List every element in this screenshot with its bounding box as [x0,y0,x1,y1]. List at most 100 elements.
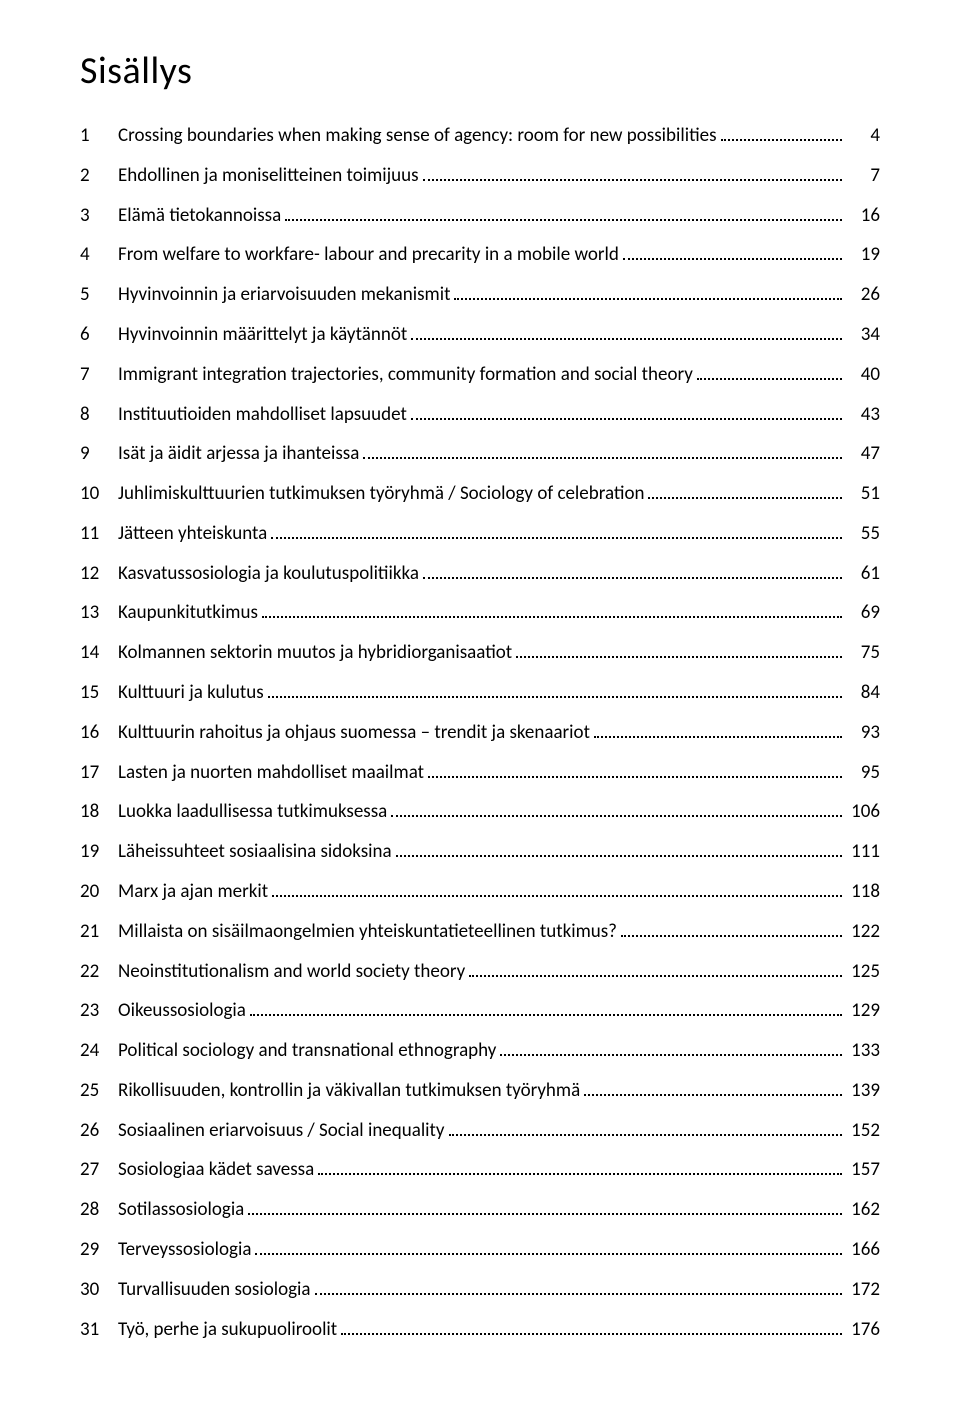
toc-entry[interactable]: 25Rikollisuuden, kontrollin ja väkivalla… [80,1077,880,1104]
toc-leader-dots [621,918,842,937]
toc-leader-dots [454,281,842,300]
toc-entry-number: 7 [80,363,118,388]
toc-entry[interactable]: 1Crossing boundaries when making sense o… [80,122,880,149]
toc-entry-number: 26 [80,1119,118,1144]
toc-leader-dots [500,1037,842,1056]
toc-entry-page: 84 [846,681,880,706]
toc-entry[interactable]: 8Instituutioiden mahdolliset lapsuudet43 [80,400,880,427]
toc-entry-number: 15 [80,681,118,706]
toc-entry-page: 166 [846,1238,880,1263]
toc-entry-number: 16 [80,721,118,746]
toc-entry[interactable]: 18Luokka laadullisessa tutkimuksessa106 [80,798,880,825]
toc-entry-label: Kaupunkitutkimus [118,601,258,626]
toc-entry[interactable]: 28Sotilassosiologia 162 [80,1196,880,1223]
toc-entry-page: 111 [846,840,880,865]
toc-entry-label: Sosiologiaa kädet savessa [118,1158,314,1183]
toc-entry[interactable]: 31Työ, perhe ja sukupuoliroolit176 [80,1315,880,1342]
toc-entry-number: 2 [80,164,118,189]
toc-entry-number: 5 [80,283,118,308]
toc-entry-number: 28 [80,1198,118,1223]
toc-entry[interactable]: 5Hyvinvoinnin ja eriarvoisuuden mekanism… [80,281,880,308]
toc-entry[interactable]: 16Kulttuurin rahoitus ja ohjaus suomessa… [80,719,880,746]
toc-entry[interactable]: 17Lasten ja nuorten mahdolliset maailmat… [80,759,880,786]
toc-entry-label: Crossing boundaries when making sense of… [118,124,717,149]
toc-entry-page: 139 [846,1079,880,1104]
toc-entry[interactable]: 30Turvallisuuden sosiologia172 [80,1276,880,1303]
toc-entry[interactable]: 22Neoinstitutionalism and world society … [80,957,880,984]
toc-entry-number: 1 [80,124,118,149]
toc-entry-label: Luokka laadullisessa tutkimuksessa [118,800,387,825]
toc-entry-page: 129 [846,999,880,1024]
toc-entry-page: 19 [846,243,880,268]
toc-entry-label: Kulttuuri ja kulutus [118,681,264,706]
toc-leader-dots [423,560,842,579]
toc-entry-label: Isät ja äidit arjessa ja ihanteissa [118,442,359,467]
toc-entry-number: 22 [80,960,118,985]
toc-entry[interactable]: 7Immigrant integration trajectories, com… [80,361,880,388]
toc-entry-label: From welfare to workfare- labour and pre… [118,243,619,268]
toc-title: Sisällys [80,48,880,94]
toc-entry-number: 4 [80,243,118,268]
toc-entry-number: 13 [80,601,118,626]
toc-entry-page: 34 [846,323,880,348]
toc-entry[interactable]: 23Oikeussosiologia129 [80,997,880,1024]
toc-entry-page: 106 [846,800,880,825]
toc-entry[interactable]: 24Political sociology and transnational … [80,1037,880,1064]
document-page: Sisällys 1Crossing boundaries when makin… [0,0,960,1402]
toc-entry[interactable]: 21Millaista on sisäilmaongelmien yhteisk… [80,918,880,945]
toc-leader-dots [250,997,842,1016]
toc-entry[interactable]: 13Kaupunkitutkimus 69 [80,599,880,626]
toc-entry-label: Sosiaalinen eriarvoisuus / Social inequa… [118,1119,445,1144]
toc-entry-page: 69 [846,601,880,626]
toc-entry-page: 172 [846,1278,880,1303]
toc-entry-number: 9 [80,442,118,467]
toc-entry-label: Sotilassosiologia [118,1198,244,1223]
toc-entry[interactable]: 4From welfare to workfare- labour and pr… [80,241,880,268]
toc-entry-number: 23 [80,999,118,1024]
toc-entry-number: 6 [80,323,118,348]
toc-leader-dots [396,838,842,857]
toc-leader-dots [272,878,842,897]
toc-entry[interactable]: 10Juhlimiskulttuurien tutkimuksen työryh… [80,480,880,507]
toc-entry-page: 51 [846,482,880,507]
toc-leader-dots [721,122,842,141]
toc-leader-dots [423,162,842,181]
toc-leader-dots [697,361,842,380]
toc-entry[interactable]: 15Kulttuuri ja kulutus 84 [80,679,880,706]
toc-entry-number: 8 [80,403,118,428]
toc-leader-dots [648,480,842,499]
toc-entry-number: 31 [80,1318,118,1343]
toc-entry[interactable]: 19Läheissuhteet sosiaalisina sidoksina11… [80,838,880,865]
toc-leader-dots [391,798,842,817]
toc-entry-number: 27 [80,1158,118,1183]
toc-entry-number: 30 [80,1278,118,1303]
toc-entry-label: Political sociology and transnational et… [118,1039,496,1064]
toc-entry-number: 12 [80,562,118,587]
toc-entry[interactable]: 26Sosiaalinen eriarvoisuus / Social ineq… [80,1117,880,1144]
toc-entry[interactable]: 6Hyvinvoinnin määrittelyt ja käytännöt 34 [80,321,880,348]
toc-entry[interactable]: 12Kasvatussosiologia ja koulutuspolitiik… [80,560,880,587]
toc-entry-label: Hyvinvoinnin määrittelyt ja käytännöt [118,323,407,348]
toc-leader-dots [268,679,842,698]
toc-entry[interactable]: 11Jätteen yhteiskunta55 [80,520,880,547]
toc-leader-dots [584,1077,842,1096]
toc-leader-dots [271,520,842,539]
toc-entry-number: 11 [80,522,118,547]
toc-entry-label: Läheissuhteet sosiaalisina sidoksina [118,840,392,865]
toc-entry[interactable]: 20Marx ja ajan merkit118 [80,878,880,905]
toc-entry[interactable]: 27Sosiologiaa kädet savessa 157 [80,1156,880,1183]
toc-entry-page: 7 [846,164,880,189]
toc-leader-dots [318,1156,842,1175]
toc-entry[interactable]: 2Ehdollinen ja moniselitteinen toimijuus… [80,162,880,189]
toc-entry-page: 157 [846,1158,880,1183]
toc-entry[interactable]: 14Kolmannen sektorin muutos ja hybridior… [80,639,880,666]
toc-entry[interactable]: 29Terveyssosiologia166 [80,1236,880,1263]
toc-entry-number: 10 [80,482,118,507]
toc-leader-dots [363,440,842,459]
toc-entry-label: Marx ja ajan merkit [118,880,268,905]
toc-entry-page: 95 [846,761,880,786]
toc-entry[interactable]: 3Elämä tietokannoissa16 [80,202,880,229]
toc-entry-page: 162 [846,1198,880,1223]
toc-leader-dots [285,202,842,221]
toc-entry[interactable]: 9Isät ja äidit arjessa ja ihanteissa47 [80,440,880,467]
